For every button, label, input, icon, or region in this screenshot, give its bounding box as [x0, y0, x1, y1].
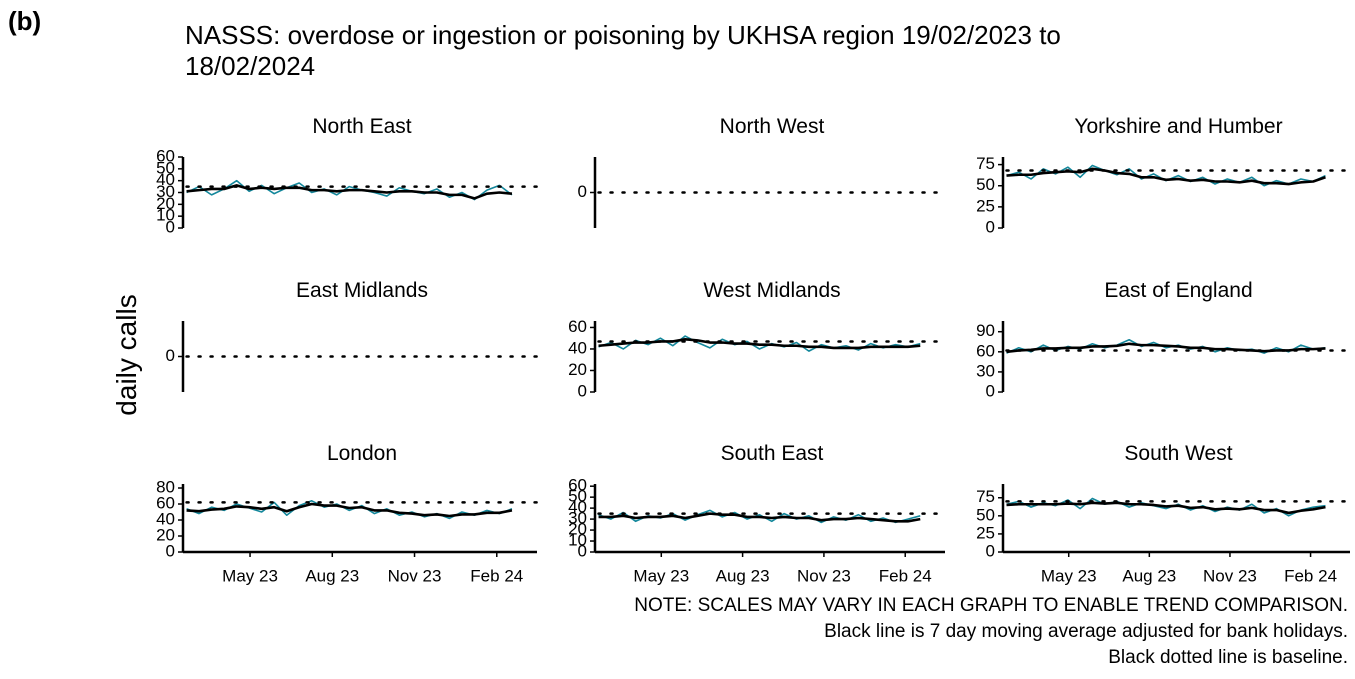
y-tick-label: 10 [568, 531, 587, 550]
y-tick-label: 0 [578, 182, 587, 201]
x-tick-label: Aug 23 [305, 566, 359, 585]
y-tick-label: 60 [568, 317, 587, 336]
y-tick-label: 0 [986, 217, 995, 236]
y-tick-label: 0 [578, 541, 587, 560]
panel-title: East of England [1104, 279, 1252, 302]
chart-title: 18/02/2024 [185, 51, 315, 81]
note: NOTE: SCALES MAY VARY IN EACH GRAPH TO E… [634, 595, 1348, 616]
note: Black dotted line is baseline. [1108, 647, 1348, 668]
moving-average-line [186, 184, 513, 200]
x-tick-label: Aug 23 [716, 566, 770, 585]
y-tick-label: 0 [166, 541, 175, 560]
x-tick-label: May 23 [1041, 566, 1097, 585]
y-tick-label: 0 [166, 217, 175, 236]
chart-title: NASSS: overdose or ingestion or poisonin… [185, 20, 1061, 50]
x-tick-label: Feb 24 [1284, 566, 1337, 585]
y-tick-label: 25 [976, 523, 995, 542]
x-tick-label: May 23 [633, 566, 689, 585]
y-tick-label: 75 [976, 154, 995, 173]
panel-title: South West [1124, 442, 1232, 465]
x-tick-label: Feb 24 [470, 566, 523, 585]
y-tick-label: 60 [976, 341, 995, 360]
moving-average-line [598, 512, 921, 523]
x-tick-label: Nov 23 [388, 566, 442, 585]
y-tick-label: 80 [156, 477, 175, 496]
y-tick-label: 20 [568, 360, 587, 379]
x-tick-label: Feb 24 [879, 566, 932, 585]
x-tick-label: May 23 [222, 566, 278, 585]
y-tick-label: 10 [156, 206, 175, 225]
panel-title: East Midlands [296, 279, 428, 302]
y-tick-label: 30 [568, 509, 587, 528]
y-tick-label: 25 [976, 196, 995, 215]
panel-title: West Midlands [703, 279, 840, 302]
y-tick-label: 50 [568, 487, 587, 506]
y-tick-label: 20 [156, 525, 175, 544]
y-tick-label: 50 [976, 505, 995, 524]
y-tick-label: 30 [976, 361, 995, 380]
y-tick-label: 20 [156, 194, 175, 213]
y-tick-label: 75 [976, 487, 995, 506]
moving-average-line [598, 337, 921, 350]
x-tick-label: Aug 23 [1122, 566, 1176, 585]
panel-title: South East [721, 442, 824, 465]
panel-title: Yorkshire and Humber [1074, 115, 1282, 138]
y-tick-label: 0 [986, 541, 995, 560]
y-tick-label: 40 [568, 498, 587, 517]
y-tick-label: 40 [156, 170, 175, 189]
y-tick-label: 0 [986, 381, 995, 400]
moving-average-line [1006, 167, 1326, 186]
y-tick-label: 0 [578, 381, 587, 400]
y-tick-label: 20 [568, 520, 587, 539]
y-tick-label: 30 [156, 182, 175, 201]
y-tick-label: 50 [156, 158, 175, 177]
y-tick-label: 90 [976, 321, 995, 340]
y-tick-label: 40 [156, 509, 175, 528]
moving-average-line [1006, 501, 1326, 515]
y-tick-label: 50 [976, 175, 995, 194]
panel-title: North East [312, 115, 411, 138]
panel-title: London [327, 442, 397, 465]
note: Black line is 7 day moving average adjus… [824, 621, 1348, 642]
y-axis-label: daily calls [111, 294, 142, 415]
panel-title: North West [720, 115, 825, 138]
y-tick-label: 40 [568, 338, 587, 357]
y-tick-label: 0 [166, 346, 175, 365]
y-tick-label: 60 [568, 476, 587, 495]
panel-label: (b) [8, 6, 41, 36]
x-tick-label: Nov 23 [1203, 566, 1257, 585]
y-tick-label: 60 [156, 146, 175, 165]
y-tick-label: 60 [156, 493, 175, 512]
x-tick-label: Nov 23 [797, 566, 851, 585]
moving-average-line [186, 502, 513, 518]
